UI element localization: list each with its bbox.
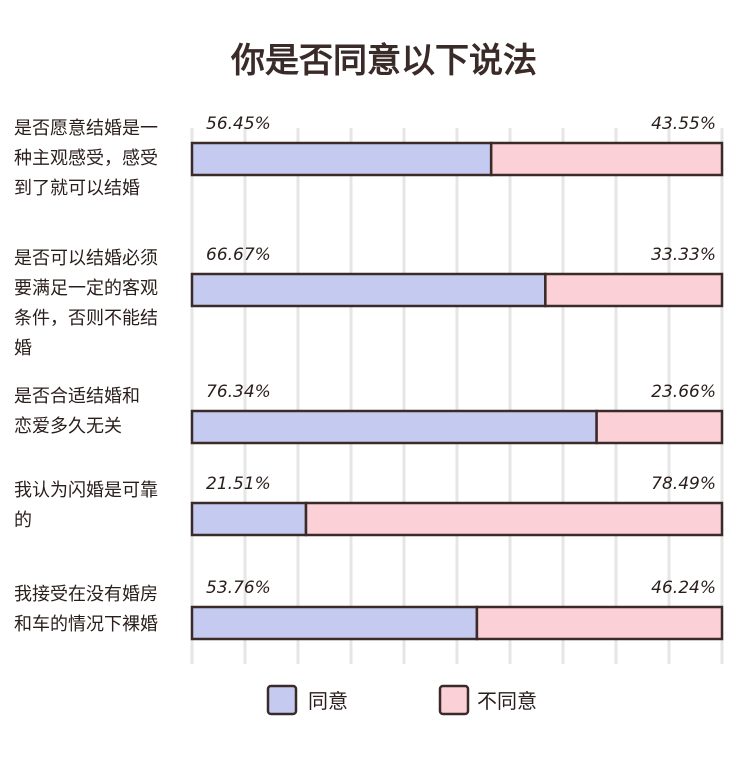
category-label-line: 和车的情况下裸婚 — [14, 614, 158, 635]
bar-agree — [190, 605, 479, 641]
category-label-line: 条件，否则不能结 — [14, 308, 158, 329]
bar-disagree — [304, 501, 724, 537]
bar-disagree — [544, 272, 724, 308]
category-label-line: 是否愿意结婚是一 — [14, 118, 158, 139]
bar-disagree — [475, 605, 724, 641]
data-label-disagree: 43.55% — [651, 114, 716, 134]
category-label-line: 到了就可以结婚 — [14, 178, 140, 199]
data-label-agree: 76.34% — [206, 382, 271, 402]
bars — [190, 141, 724, 641]
data-label-agree: 66.67% — [206, 245, 271, 265]
legend: 同意 不同意 — [266, 684, 537, 716]
category-label-line: 是否合适结婚和 — [14, 386, 140, 407]
data-label-agree: 53.76% — [206, 578, 271, 598]
data-label-agree: 56.45% — [206, 114, 271, 134]
legend-item: 不同意 — [438, 684, 537, 716]
category-label-line: 我认为闪婚是可靠 — [14, 480, 158, 501]
category-label-line: 是否可以结婚必须 — [14, 248, 158, 269]
legend-swatch — [266, 684, 298, 716]
category-label-line: 要满足一定的客观 — [14, 278, 158, 299]
legend-swatch — [438, 684, 470, 716]
bar-disagree — [489, 141, 724, 177]
bar-disagree — [595, 409, 724, 445]
data-label-disagree: 78.49% — [651, 474, 716, 494]
bar-agree — [190, 501, 308, 537]
category-label-line: 恋爱多久无关 — [14, 415, 122, 437]
legend-label: 同意 — [308, 689, 348, 713]
data-label-disagree: 46.24% — [651, 578, 716, 598]
data-label-agree: 21.51% — [206, 474, 271, 494]
legend-item: 同意 — [266, 684, 348, 716]
grid-lines — [190, 128, 724, 664]
data-label-disagree: 33.33% — [651, 245, 716, 265]
category-labels: 是否愿意结婚是一种主观感受，感受到了就可以结婚是否可以结婚必须要满足一定的客观条… — [14, 118, 158, 635]
bar-agree — [190, 272, 547, 308]
data-labels: 56.45% 43.55% 66.67% 33.33% 76.34% 23.66% 21.5… — [206, 114, 716, 598]
bar-agree — [190, 141, 493, 177]
bar-agree — [190, 409, 598, 445]
legend-label: 不同意 — [477, 689, 537, 713]
category-label-line: 的 — [14, 510, 32, 531]
category-label-line: 种主观感受，感受 — [14, 148, 158, 169]
category-label-line: 我接受在没有婚房 — [14, 584, 158, 605]
category-label-line: 婚 — [14, 338, 32, 359]
data-label-disagree: 23.66% — [651, 382, 716, 402]
chart-title: 你是否同意以下说法 — [230, 41, 537, 81]
